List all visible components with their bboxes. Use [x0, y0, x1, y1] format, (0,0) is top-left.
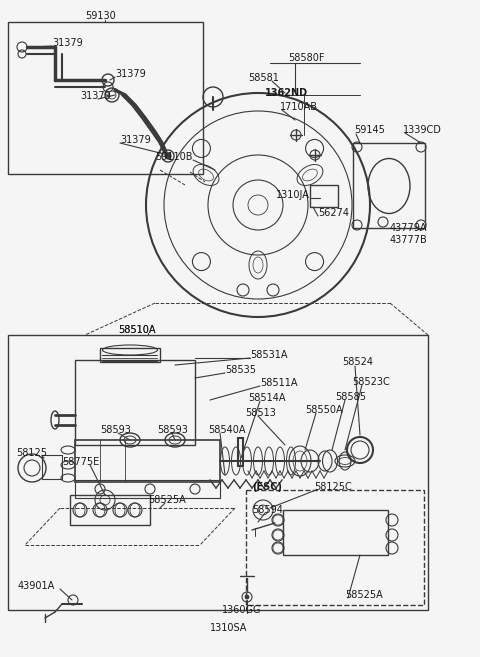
Text: 58535: 58535 [225, 365, 256, 375]
Text: 58580F: 58580F [288, 53, 324, 63]
Text: 1310SA: 1310SA [210, 623, 247, 633]
Bar [100, 348, 160, 362]
Text: 58514A: 58514A [248, 393, 286, 403]
Text: 58513: 58513 [245, 408, 276, 418]
Bar [238, 438, 243, 466]
Bar [310, 185, 338, 207]
Bar [283, 510, 388, 555]
Text: 1360GG: 1360GG [222, 605, 262, 615]
Text: 1310JA: 1310JA [276, 190, 310, 200]
Text: 58510A: 58510A [118, 325, 156, 335]
Text: 58523C: 58523C [352, 377, 390, 387]
Text: 58593: 58593 [157, 425, 188, 435]
Bar [70, 495, 150, 525]
Circle shape [165, 153, 171, 159]
Text: 43901A: 43901A [18, 581, 55, 591]
Text: 43779A: 43779A [390, 223, 428, 233]
Text: 59145: 59145 [354, 125, 385, 135]
Text: 58510A: 58510A [118, 325, 156, 335]
Text: 1339CD: 1339CD [403, 125, 442, 135]
Text: 58525A: 58525A [345, 590, 383, 600]
Text: 1362ND: 1362ND [265, 88, 308, 98]
Text: 58524: 58524 [342, 357, 373, 367]
Text: 31379: 31379 [115, 69, 146, 79]
Text: 58531A: 58531A [250, 350, 288, 360]
Text: 31379: 31379 [120, 135, 151, 145]
Bar [75, 440, 220, 482]
Text: 43777B: 43777B [390, 235, 428, 245]
Text: 58525A: 58525A [148, 495, 186, 505]
Text: 58125: 58125 [16, 448, 47, 458]
Text: 58594: 58594 [252, 505, 283, 515]
Text: 58581: 58581 [248, 73, 279, 83]
Text: 58540A: 58540A [208, 425, 245, 435]
Text: 58550A: 58550A [305, 405, 343, 415]
Bar [75, 480, 220, 498]
Bar [8, 335, 428, 610]
Text: 58125C: 58125C [314, 482, 352, 492]
Bar [8, 22, 203, 174]
Bar [246, 490, 424, 605]
Text: 59110B: 59110B [155, 152, 192, 162]
Text: 31379: 31379 [52, 38, 83, 48]
Text: 1710AB: 1710AB [280, 102, 318, 112]
Circle shape [245, 595, 249, 599]
Text: 58585: 58585 [335, 392, 366, 402]
Text: 31379: 31379 [80, 91, 111, 101]
Bar [75, 360, 195, 445]
Text: 59130: 59130 [85, 11, 116, 21]
Text: (ESC): (ESC) [252, 482, 282, 492]
Text: 58593: 58593 [100, 425, 131, 435]
Bar [42, 455, 62, 479]
Text: 58775E: 58775E [62, 457, 99, 467]
Text: 56274: 56274 [318, 208, 349, 218]
Text: 58511A: 58511A [260, 378, 298, 388]
Bar [353, 143, 425, 228]
